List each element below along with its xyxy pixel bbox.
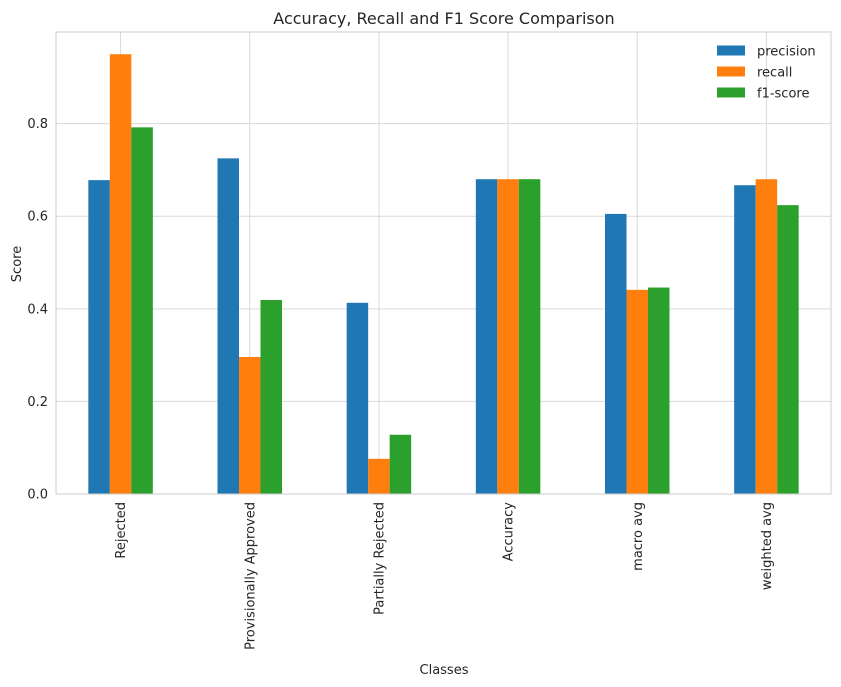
legend-swatch-recall xyxy=(717,66,745,77)
x-tick-label: Partially Rejected xyxy=(372,502,387,615)
bar-f1-score xyxy=(777,205,799,494)
bar-f1-score xyxy=(518,179,541,494)
legend-label-f1-score: f1-score xyxy=(757,87,809,102)
bar-recall xyxy=(626,289,648,494)
bar-precision xyxy=(605,213,627,494)
y-axis-label: Score xyxy=(10,246,25,282)
chart-title: Accuracy, Recall and F1 Score Comparison xyxy=(273,9,614,28)
x-tick-label: macro avg xyxy=(631,502,646,571)
x-tick-label: weighted avg xyxy=(760,502,775,590)
bar-precision xyxy=(475,179,498,494)
bar-precision xyxy=(217,158,239,494)
y-axis-ticks: 0.0 0.2 0.4 0.6 0.8 xyxy=(27,117,48,502)
bar-precision xyxy=(88,180,110,494)
x-tick-label: Provisionally Approved xyxy=(243,502,258,650)
plot-frame xyxy=(55,31,832,495)
y-tick-label: 0.2 xyxy=(27,395,48,410)
legend-swatch-precision xyxy=(717,45,745,56)
plot-area xyxy=(55,31,832,495)
bar-f1-score xyxy=(131,127,153,494)
y-tick-label: 0.6 xyxy=(27,210,48,225)
bar-recall xyxy=(109,54,132,495)
x-axis-label: Classes xyxy=(420,663,469,678)
legend-label-recall: recall xyxy=(757,66,792,81)
bar-recall xyxy=(755,179,778,494)
bar-recall xyxy=(497,179,519,494)
x-tick-label: Rejected xyxy=(114,502,129,559)
bar-f1-score xyxy=(389,434,412,494)
y-tick-label: 0.8 xyxy=(27,117,48,132)
bar-precision xyxy=(346,302,369,494)
x-axis-ticks: Rejected Provisionally Approved Partially … xyxy=(114,502,775,650)
bar-recall xyxy=(368,458,390,494)
gridlines xyxy=(56,32,831,495)
legend: precision recall f1-score xyxy=(717,45,816,102)
bar-f1-score xyxy=(648,287,670,494)
legend-swatch-f1-score xyxy=(717,87,745,98)
x-tick-label: Accuracy xyxy=(502,502,517,562)
bar-precision xyxy=(734,185,756,494)
bar-recall xyxy=(239,356,261,494)
legend-label-precision: precision xyxy=(757,45,816,60)
y-tick-label: 0.4 xyxy=(27,302,48,317)
bar-f1-score xyxy=(260,300,282,494)
y-tick-label: 0.0 xyxy=(27,488,48,503)
bars xyxy=(88,54,799,495)
